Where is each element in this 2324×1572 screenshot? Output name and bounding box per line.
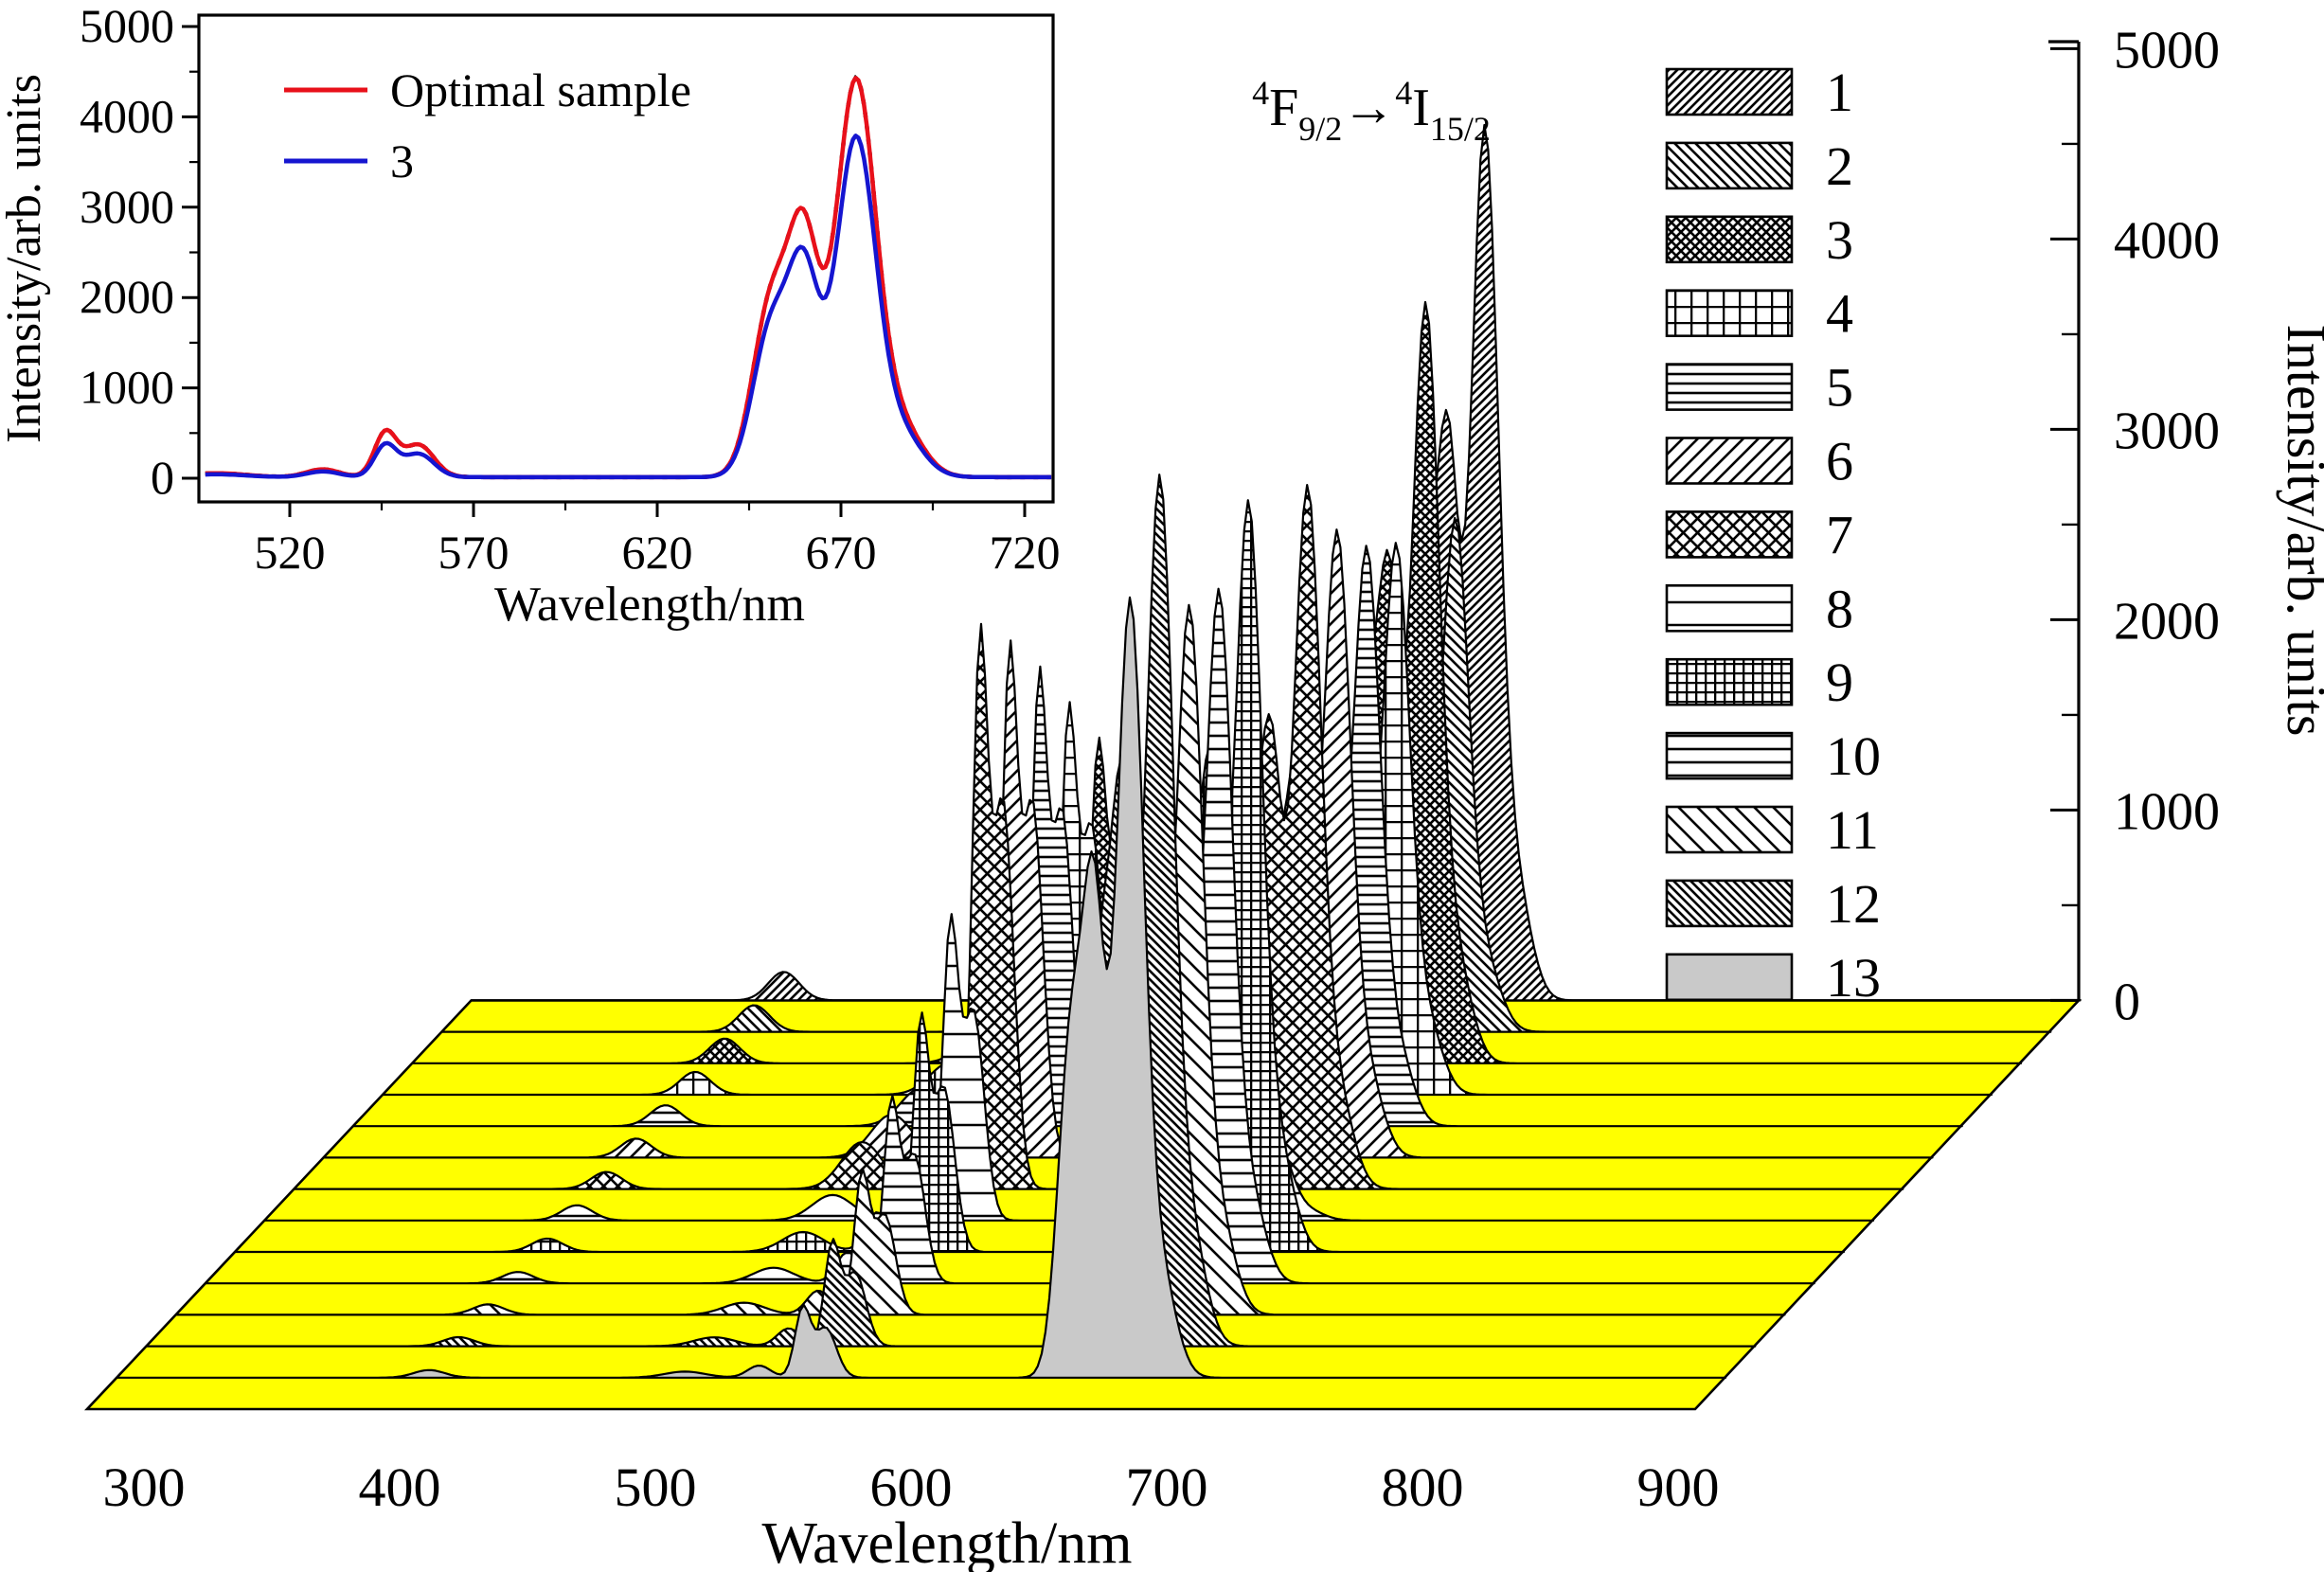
spectrum-row-11 <box>175 603 1786 1316</box>
main-x-tick-label: 400 <box>359 1456 441 1518</box>
main-x-tick-label: 600 <box>870 1456 953 1518</box>
legend-item-13: 13 <box>1665 947 1881 1009</box>
legend-item-4: 4 <box>1665 283 1853 345</box>
main-x-axis: 300 400 500 600 700 800 900 Wavelength/nm <box>103 1456 1720 1572</box>
legend-item-1: 1 <box>1665 62 1853 123</box>
legend-swatch-11 <box>1665 805 1794 854</box>
inset-y-tick-label: 1000 <box>80 361 174 414</box>
main-x-tick-label: 300 <box>103 1456 186 1518</box>
legend-label-12: 12 <box>1826 873 1881 935</box>
legend-label-6: 6 <box>1826 431 1853 492</box>
legend-swatch-8 <box>1665 583 1794 633</box>
inset-x-tick-label: 670 <box>806 526 877 579</box>
legend-swatch-6 <box>1665 437 1794 485</box>
inset-legend-label-optimal: Optimal sample <box>390 63 691 116</box>
right-axis-tick-label: 5000 <box>2114 21 2220 80</box>
legend-label-1: 1 <box>1826 62 1853 123</box>
inset-x-tick-label: 720 <box>990 526 1061 579</box>
legend-item-12: 12 <box>1665 873 1881 935</box>
legend-label-9: 9 <box>1826 652 1853 713</box>
legend-swatch-4 <box>1665 289 1794 338</box>
main-x-tick-label: 800 <box>1382 1456 1464 1518</box>
main-x-tick-label: 700 <box>1126 1456 1208 1518</box>
legend-item-2: 2 <box>1665 135 1853 197</box>
inset-y-tick-label: 3000 <box>80 180 174 233</box>
right-intensity-axis: 0 1000 2000 3000 4000 5000 Intensity/arb. unit… <box>2048 21 2324 1031</box>
spectrum-row-13 <box>116 596 1727 1379</box>
spectrum-row-9 <box>234 499 1845 1254</box>
legend-label-10: 10 <box>1826 725 1881 787</box>
inset-y-tick-label: 0 <box>151 451 174 504</box>
inset-y-tick-label: 5000 <box>80 0 174 52</box>
legend-item-7: 7 <box>1665 504 1853 565</box>
legend-label-3: 3 <box>1826 209 1853 271</box>
right-axis-tick-label: 3000 <box>2114 402 2220 460</box>
main-x-axis-label: Wavelength/nm <box>761 1511 1132 1572</box>
legend-swatch-7 <box>1665 510 1794 559</box>
spectrum-row-12 <box>145 473 1757 1348</box>
legend-swatch-5 <box>1665 363 1794 411</box>
legend-item-3: 3 <box>1665 209 1853 271</box>
inset-y-tick-label: 2000 <box>80 270 174 323</box>
legend-label-13: 13 <box>1826 947 1881 1009</box>
legend-label-8: 8 <box>1826 578 1853 639</box>
legend-item-10: 10 <box>1665 725 1881 787</box>
waterfall-plot <box>83 123 2083 1411</box>
inset-x-tick-label: 620 <box>622 526 693 579</box>
inset-x-axis-label: Wavelength/nm <box>494 578 805 632</box>
legend-item-8: 8 <box>1665 578 1853 639</box>
legend-swatch-1 <box>1665 67 1794 116</box>
legend-label-2: 2 <box>1826 135 1853 197</box>
legend-label-5: 5 <box>1826 357 1853 419</box>
inset-y-axis-label: Intensity/arb. units <box>0 74 51 443</box>
inset-legend-label-3: 3 <box>390 134 414 188</box>
main-x-tick-label: 900 <box>1637 1456 1720 1518</box>
legend-item-5: 5 <box>1665 357 1853 419</box>
legend-swatch-10 <box>1665 731 1794 780</box>
main-y-axis-label: Intensity/arb. units <box>2276 325 2324 737</box>
right-axis-tick-label: 1000 <box>2114 782 2220 841</box>
inset-x-tick-label: 570 <box>438 526 509 579</box>
main-x-tick-label: 500 <box>615 1456 697 1518</box>
legend-label-11: 11 <box>1826 799 1879 861</box>
right-axis-tick-label: 4000 <box>2114 211 2220 270</box>
legend-item-11: 11 <box>1665 799 1879 861</box>
right-axis-tick-label: 0 <box>2114 973 2140 1031</box>
inset-plot: 520 570 620 670 720 0 1000 2000 3000 4000 5000 Wave… <box>0 0 1061 632</box>
legend-swatch-12 <box>1665 879 1794 928</box>
legend-item-9: 9 <box>1665 652 1853 713</box>
spectrum-row-10 <box>205 587 1815 1285</box>
legend-swatch-13 <box>1665 953 1794 1002</box>
legend-swatch-2 <box>1665 141 1794 190</box>
inset-curve-sample-3 <box>205 134 1052 480</box>
inset-y-tick-label: 4000 <box>80 89 174 142</box>
right-axis-tick-label: 2000 <box>2114 592 2220 651</box>
legend-label-4: 4 <box>1826 283 1853 345</box>
legend-label-7: 7 <box>1826 504 1853 565</box>
legend-item-6: 6 <box>1665 431 1853 492</box>
annotation-text: 4F9/2→4I15/2 <box>1252 74 1491 148</box>
legend-swatch-9 <box>1665 657 1794 706</box>
inset-legend: Optimal sample 3 <box>284 63 691 188</box>
transition-annotation: 4F9/2→4I15/2 <box>1252 74 1491 148</box>
inset-x-tick-label: 520 <box>255 526 326 579</box>
legend-swatch-3 <box>1665 215 1794 264</box>
